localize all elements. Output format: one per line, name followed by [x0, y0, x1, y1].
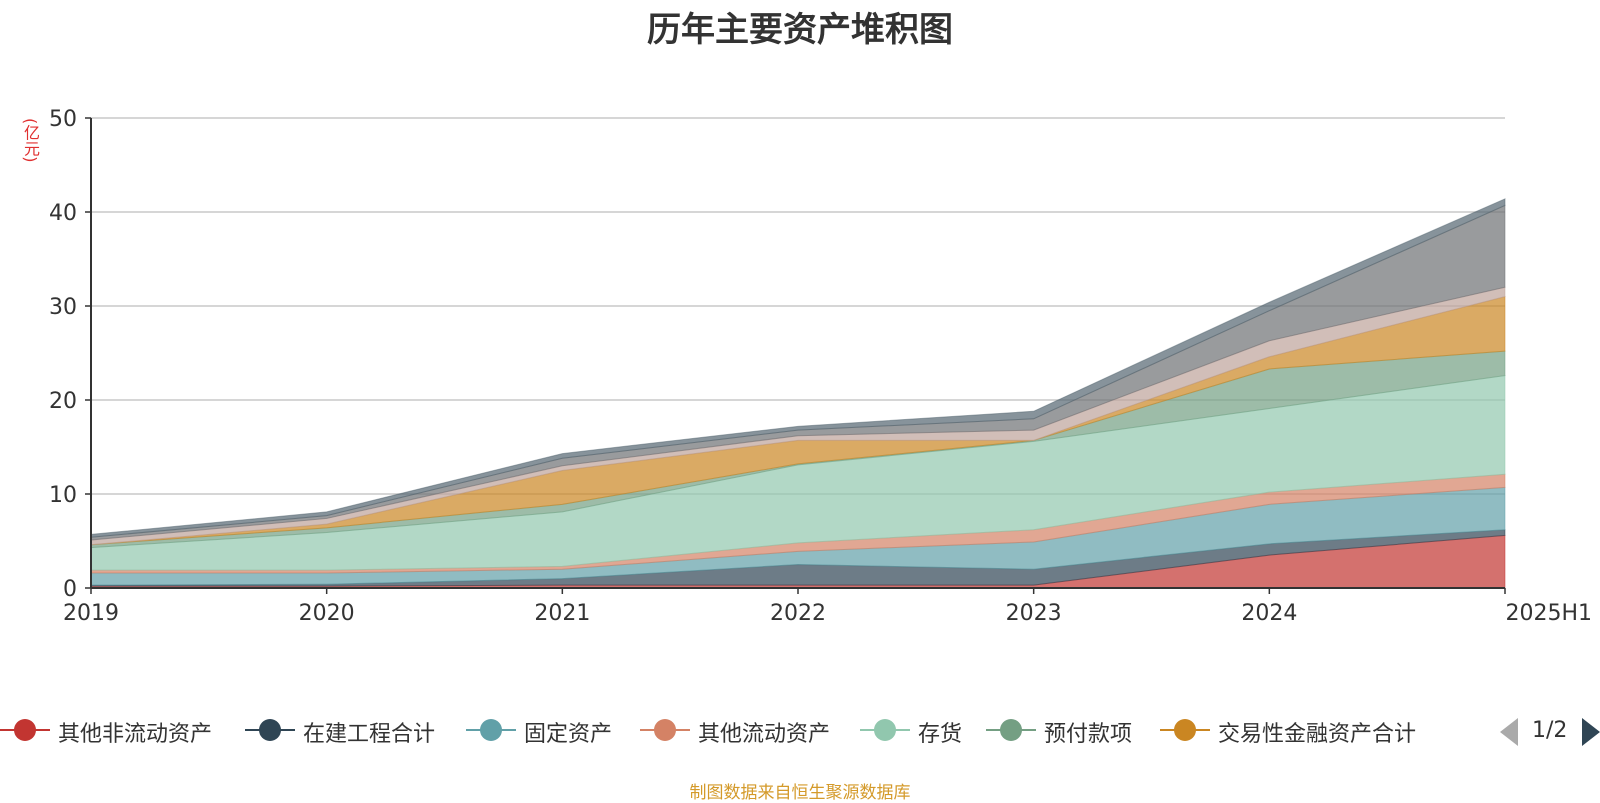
legend: 其他非流动资产 在建工程合计 固定资产 其他流动资产 存货 预付款项 交易性金融… — [0, 710, 1600, 750]
y-tick-label: 0 — [63, 577, 77, 602]
legend-dot-icon — [654, 719, 676, 741]
chart-title: 历年主要资产堆积图 — [647, 10, 953, 50]
data-source-note: 制图数据来自恒生聚源数据库 — [689, 783, 911, 803]
y-tick-label: 40 — [49, 201, 77, 226]
legend-dot-icon — [259, 719, 281, 741]
x-tick-label: 2025H1 — [1505, 601, 1592, 626]
legend-pager: 1/2 — [1500, 712, 1600, 748]
area-series-9 — [90, 198, 1506, 538]
legend-dot-icon — [1174, 719, 1196, 741]
legend-page-indicator: 1/2 — [1532, 718, 1568, 743]
x-tick-label: 2024 — [1241, 601, 1297, 626]
area-series — [90, 198, 1506, 589]
y-tick-label: 30 — [49, 295, 77, 320]
x-tick-label: 2020 — [299, 601, 355, 626]
next-page-icon[interactable] — [1582, 718, 1600, 746]
legend-label: 交易性金融资产合计 — [1218, 722, 1417, 747]
stacked-area-chart: 0 10 20 30 40 50 2019 2020 2021 2022 2023 2024 2025H… — [49, 107, 1592, 626]
y-tick-label: 50 — [49, 107, 77, 132]
legend-label: 预付款项 — [1044, 722, 1133, 747]
legend-label: 其他流动资产 — [698, 722, 831, 747]
y-tick-label: 10 — [49, 483, 77, 508]
x-tick-label: 2021 — [534, 601, 590, 626]
y-tick-label: 20 — [49, 389, 77, 414]
legend-label: 其他非流动资产 — [58, 722, 213, 747]
previous-page-icon[interactable] — [1500, 718, 1518, 746]
axes: 0 10 20 30 40 50 2019 2020 2021 2022 2023 2024 2025H… — [49, 107, 1592, 626]
x-tick-label: 2022 — [770, 601, 826, 626]
legend-label: 在建工程合计 — [303, 722, 436, 747]
legend-label: 固定资产 — [524, 722, 613, 747]
legend-dot-icon — [14, 719, 36, 741]
legend-dot-icon — [480, 719, 502, 741]
legend-dot-icon — [1000, 719, 1022, 741]
x-tick-label: 2023 — [1006, 601, 1062, 626]
y-axis-unit-label: (亿元) — [21, 118, 40, 163]
x-tick-label: 2019 — [63, 601, 119, 626]
legend-label: 存货 — [918, 722, 963, 747]
legend-dot-icon — [874, 719, 896, 741]
